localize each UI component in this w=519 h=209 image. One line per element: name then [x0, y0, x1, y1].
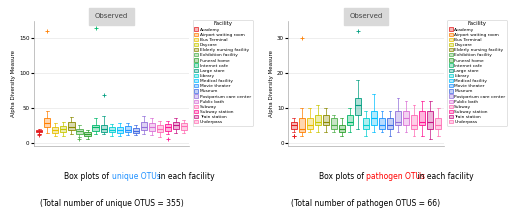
Bar — [339, 125, 345, 132]
Bar — [117, 127, 122, 133]
Bar — [108, 127, 115, 132]
Bar — [315, 115, 321, 125]
Bar — [165, 124, 171, 131]
Bar — [52, 127, 59, 133]
Text: (Total number of pathogen OTUS = 66): (Total number of pathogen OTUS = 66) — [291, 199, 441, 208]
Bar — [427, 111, 433, 129]
Legend: Academy, Airport waiting room, Bus Terminal, Daycare, Elderly nursing facility, : Academy, Airport waiting room, Bus Termi… — [193, 20, 253, 126]
Y-axis label: Alpha Diversity Measure: Alpha Diversity Measure — [269, 50, 274, 117]
Bar — [435, 119, 441, 129]
Bar — [92, 125, 99, 131]
Bar — [403, 111, 409, 125]
Bar — [395, 111, 401, 125]
Bar — [323, 115, 329, 125]
Bar — [419, 111, 425, 125]
Bar — [69, 122, 75, 130]
Bar — [76, 129, 83, 134]
Title: Observed: Observed — [95, 13, 128, 19]
Legend: Academy, Airport waiting room, Bus Terminal, Daycare, Elderly nursing facility, : Academy, Airport waiting room, Bus Termi… — [447, 20, 507, 126]
Y-axis label: Alpha Diversity Measure: Alpha Diversity Measure — [11, 50, 16, 117]
Text: unique OTUs: unique OTUs — [112, 172, 160, 181]
Bar — [387, 119, 393, 129]
Bar — [363, 119, 369, 129]
Bar — [181, 123, 187, 130]
Bar — [60, 126, 66, 132]
Bar — [371, 111, 377, 125]
Text: (Total number of unique OTUS = 355): (Total number of unique OTUS = 355) — [40, 199, 183, 208]
Bar — [307, 119, 313, 129]
Bar — [355, 98, 361, 115]
Text: Box plots of: Box plots of — [319, 172, 366, 181]
Bar — [141, 122, 147, 130]
Bar — [379, 119, 385, 129]
Bar — [148, 123, 155, 131]
Text: Box plots of: Box plots of — [64, 172, 112, 181]
Text: in each facility: in each facility — [156, 172, 214, 181]
Bar — [331, 119, 337, 129]
Title: Observed: Observed — [349, 13, 383, 19]
Text: in each facility: in each facility — [415, 172, 474, 181]
Bar — [173, 122, 179, 129]
Bar — [44, 119, 50, 127]
Bar — [298, 119, 305, 132]
Bar — [291, 122, 297, 129]
Bar — [125, 126, 131, 132]
Bar — [347, 115, 353, 125]
Bar — [85, 132, 90, 136]
Bar — [101, 125, 106, 132]
Bar — [157, 125, 163, 132]
Bar — [411, 115, 417, 129]
Bar — [36, 130, 43, 132]
Text: pathogen OTUs: pathogen OTUs — [366, 172, 425, 181]
Bar — [133, 128, 139, 133]
